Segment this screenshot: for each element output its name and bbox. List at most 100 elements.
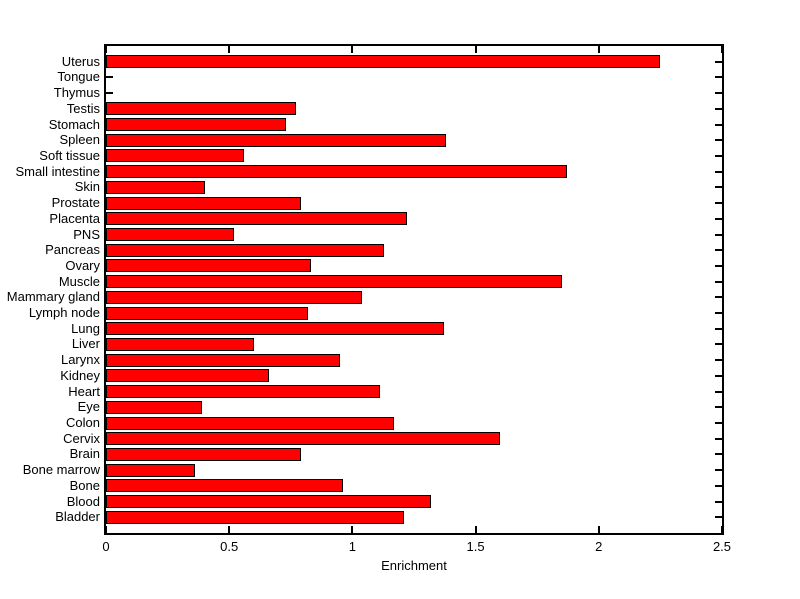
y-tick-right-cervix <box>715 437 722 440</box>
y-tick-right-stomach <box>715 123 722 126</box>
bar-skin <box>106 180 205 194</box>
bar-ovary <box>106 259 311 273</box>
bar-uterus <box>106 55 661 69</box>
y-tick-right-skin <box>715 186 722 189</box>
y-axis-label-ovary: Ovary <box>65 257 100 273</box>
y-tick-right-prostate <box>715 202 722 205</box>
y-tick-right-heart <box>715 390 722 393</box>
y-tick-right-bladder <box>715 516 722 519</box>
x-tick-bottom-1.5 <box>474 526 477 533</box>
y-axis-labels: Uterus Tongue Thymus Testis Stomach Spleen Sof… <box>0 0 100 599</box>
y-tick-right-thymus <box>715 92 722 95</box>
x-axis-tick-label-1.5: 1.5 <box>466 539 485 554</box>
y-axis-label-pancreas: Pancreas <box>45 242 100 258</box>
x-tick-bottom-0.5 <box>228 526 231 533</box>
y-axis-label-uterus: Uterus <box>61 53 100 69</box>
y-tick-right-muscle <box>715 280 722 283</box>
y-tick-right-pancreas <box>715 249 722 252</box>
bar-prostate <box>106 196 301 210</box>
y-tick-right-pns <box>715 233 722 236</box>
bar-muscle <box>106 275 562 289</box>
x-axis-tick-labels: 0 0.5 1 1.5 2 2.5 <box>0 539 800 555</box>
y-axis-label-cervix: Cervix <box>63 430 100 446</box>
y-axis-label-blood: Blood <box>66 493 100 509</box>
bar-bladder <box>106 510 405 524</box>
bar-pns <box>106 228 235 242</box>
y-tick-right-tongue <box>715 76 722 79</box>
y-axis-label-heart: Heart <box>68 383 100 399</box>
y-tick-left-tongue <box>106 76 113 79</box>
y-tick-right-placenta <box>715 217 722 220</box>
x-tick-top-0 <box>105 46 107 53</box>
plot-area <box>104 44 724 535</box>
y-tick-right-ovary <box>715 264 722 267</box>
y-axis-label-mammary-gland: Mammary gland <box>6 289 100 305</box>
bar-spleen <box>106 133 447 147</box>
y-tick-left-thymus <box>106 92 113 95</box>
y-axis-label-thymus: Thymus <box>53 85 100 101</box>
y-axis-label-placenta: Placenta <box>49 210 100 226</box>
y-tick-right-brain <box>715 453 722 456</box>
y-axis-label-muscle: Muscle <box>58 273 100 289</box>
y-tick-right-larynx <box>715 359 722 362</box>
bar-stomach <box>106 118 286 132</box>
y-axis-label-testis: Testis <box>66 100 100 116</box>
x-tick-top-2.5 <box>721 46 723 53</box>
x-tick-bottom-2 <box>597 526 600 533</box>
bar-kidney <box>106 369 269 383</box>
bar-lymph-node <box>106 306 309 320</box>
y-tick-right-bone <box>715 484 722 487</box>
y-axis-label-bone-marrow: Bone marrow <box>22 462 100 478</box>
bar-pancreas <box>106 243 385 257</box>
x-axis-title: Enrichment <box>381 558 447 573</box>
y-axis-label-kidney: Kidney <box>60 367 100 383</box>
x-axis-tick-label-0.5: 0.5 <box>220 539 239 554</box>
y-axis-label-lymph-node: Lymph node <box>28 305 100 321</box>
y-axis-label-colon: Colon <box>66 415 100 431</box>
bar-liver <box>106 337 254 351</box>
y-axis-label-tongue: Tongue <box>57 69 100 85</box>
x-tick-top-1 <box>351 46 354 53</box>
bar-mammary-gland <box>106 290 363 304</box>
y-axis-label-liver: Liver <box>71 336 100 352</box>
bar-blood <box>106 495 432 509</box>
y-tick-right-testis <box>715 107 722 110</box>
y-axis-label-pns: PNS <box>73 226 100 242</box>
y-axis-label-soft-tissue: Soft tissue <box>39 147 100 163</box>
bar-bone <box>106 479 343 493</box>
y-axis-label-skin: Skin <box>74 179 100 195</box>
y-axis-label-spleen: Spleen <box>59 132 100 148</box>
x-axis-tick-label-0: 0 <box>102 539 110 554</box>
y-tick-right-kidney <box>715 374 722 377</box>
bar-placenta <box>106 212 407 226</box>
bar-brain <box>106 447 301 461</box>
bar-lung <box>106 322 444 336</box>
bar-testis <box>106 102 296 116</box>
bar-eye <box>106 400 203 414</box>
x-tick-bottom-1 <box>351 526 354 533</box>
y-tick-right-spleen <box>715 139 722 142</box>
y-tick-right-colon <box>715 422 722 425</box>
bar-heart <box>106 385 380 399</box>
bar-cervix <box>106 432 501 446</box>
y-axis-label-bladder: Bladder <box>55 509 100 525</box>
bar-larynx <box>106 353 341 367</box>
bar-bone-marrow <box>106 463 195 477</box>
bar-colon <box>106 416 395 430</box>
y-axis-label-brain: Brain <box>69 446 100 462</box>
y-tick-right-uterus <box>715 60 722 63</box>
x-tick-bottom-0 <box>105 526 107 533</box>
y-axis-label-stomach: Stomach <box>48 116 100 132</box>
y-tick-right-lung <box>715 327 722 330</box>
y-tick-right-liver <box>715 343 722 346</box>
bar-soft-tissue <box>106 149 244 163</box>
y-axis-label-small-intestine: Small intestine <box>15 163 100 179</box>
y-tick-right-lymph-node <box>715 312 722 315</box>
y-tick-right-mammary-gland <box>715 296 722 299</box>
y-axis-label-prostate: Prostate <box>51 195 100 211</box>
y-axis-label-larynx: Larynx <box>60 352 100 368</box>
x-axis-tick-label-1: 1 <box>348 539 356 554</box>
y-tick-right-eye <box>715 406 722 409</box>
x-axis-tick-label-2: 2 <box>595 539 603 554</box>
